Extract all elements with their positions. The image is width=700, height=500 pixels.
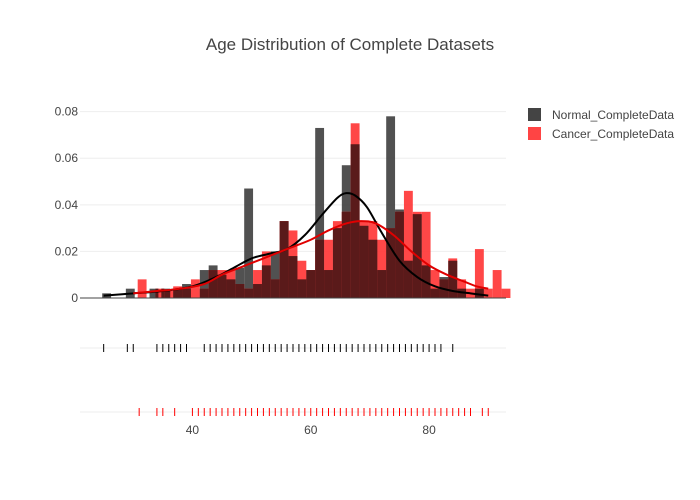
legend-label-normal: Normal_CompleteData xyxy=(552,108,674,122)
bar-overlap xyxy=(368,239,378,298)
legend-item-normal[interactable]: Normal_CompleteData xyxy=(528,108,674,122)
y-tick-label: 0.02 xyxy=(55,244,79,258)
bar-overlap xyxy=(244,288,254,298)
legend[interactable]: Normal_CompleteData Cancer_CompleteData xyxy=(528,108,674,141)
histogram-bars xyxy=(102,116,511,299)
chart-title: Age Distribution of Complete Datasets xyxy=(206,35,494,54)
legend-label-cancer: Cancer_CompleteData xyxy=(552,127,674,141)
bar-overlap xyxy=(235,284,245,298)
bar-cancer[interactable] xyxy=(483,288,493,298)
y-tick-label: 0.04 xyxy=(55,198,79,212)
bar-overlap xyxy=(377,270,387,298)
bar-overlap xyxy=(457,288,467,298)
bar-cancer[interactable] xyxy=(377,239,387,298)
bar-overlap xyxy=(164,291,171,298)
bar-normal[interactable] xyxy=(149,288,159,298)
legend-item-cancer[interactable]: Cancer_CompleteData xyxy=(528,127,674,141)
x-tick-label: 80 xyxy=(422,423,436,437)
density-curves xyxy=(103,192,489,297)
bar-overlap xyxy=(253,284,262,298)
bar-cancer[interactable] xyxy=(474,249,484,298)
bar-cancer[interactable] xyxy=(421,211,431,298)
bar-cancer[interactable] xyxy=(501,288,511,298)
y-tick-label: 0 xyxy=(71,291,78,305)
kde-line-cancer[interactable] xyxy=(133,220,489,295)
x-tick-label: 60 xyxy=(304,423,318,437)
bar-overlap xyxy=(359,225,369,298)
bar-overlap xyxy=(182,288,191,298)
bar-overlap xyxy=(161,288,165,298)
bar-overlap xyxy=(386,228,396,298)
bar-overlap xyxy=(261,265,271,298)
bar-normal[interactable] xyxy=(386,116,396,299)
bar-cancer[interactable] xyxy=(190,279,200,298)
bar-cancer[interactable] xyxy=(137,279,147,298)
bar-overlap xyxy=(430,288,440,298)
y-tick-label: 0.08 xyxy=(55,105,79,119)
bar-cancer[interactable] xyxy=(492,270,502,298)
bar-overlap xyxy=(297,279,307,298)
y-tick-label: 0.06 xyxy=(55,151,79,165)
bar-overlap xyxy=(217,274,227,298)
legend-swatch-cancer xyxy=(528,127,541,140)
bar-cancer[interactable] xyxy=(297,260,307,298)
bar-overlap xyxy=(199,288,209,298)
bar-overlap xyxy=(226,279,236,298)
bar-overlap xyxy=(288,256,298,298)
bar-overlap xyxy=(332,228,342,298)
bar-normal[interactable] xyxy=(235,267,245,298)
bar-normal[interactable] xyxy=(315,127,325,298)
bar-overlap xyxy=(341,211,351,298)
bar-normal[interactable] xyxy=(270,251,280,298)
bar-overlap xyxy=(155,288,159,298)
x-tick-label: 40 xyxy=(186,423,200,437)
bar-cancer[interactable] xyxy=(403,190,413,298)
bar-overlap xyxy=(306,270,316,298)
bar-overlap xyxy=(324,270,333,298)
y-tick-labels: 0 0.02 0.04 0.06 0.08 xyxy=(55,105,79,305)
bar-cancer[interactable] xyxy=(324,239,333,298)
kde-line-normal[interactable] xyxy=(103,192,489,297)
bar-overlap xyxy=(403,260,413,298)
bar-overlap xyxy=(173,288,183,298)
rug-plots xyxy=(80,344,506,416)
x-tick-labels: 40 60 80 xyxy=(186,423,436,437)
bar-cancer[interactable] xyxy=(155,288,165,298)
legend-swatch-normal xyxy=(528,108,541,121)
bar-overlap xyxy=(474,288,484,298)
bar-overlap xyxy=(395,211,404,298)
bar-overlap xyxy=(448,260,458,298)
bar-cancer[interactable] xyxy=(430,270,440,298)
bar-overlap xyxy=(270,279,280,298)
bar-overlap xyxy=(279,221,289,298)
bar-overlap xyxy=(208,270,218,298)
bar-normal[interactable] xyxy=(244,188,254,298)
bar-overlap xyxy=(315,239,325,298)
